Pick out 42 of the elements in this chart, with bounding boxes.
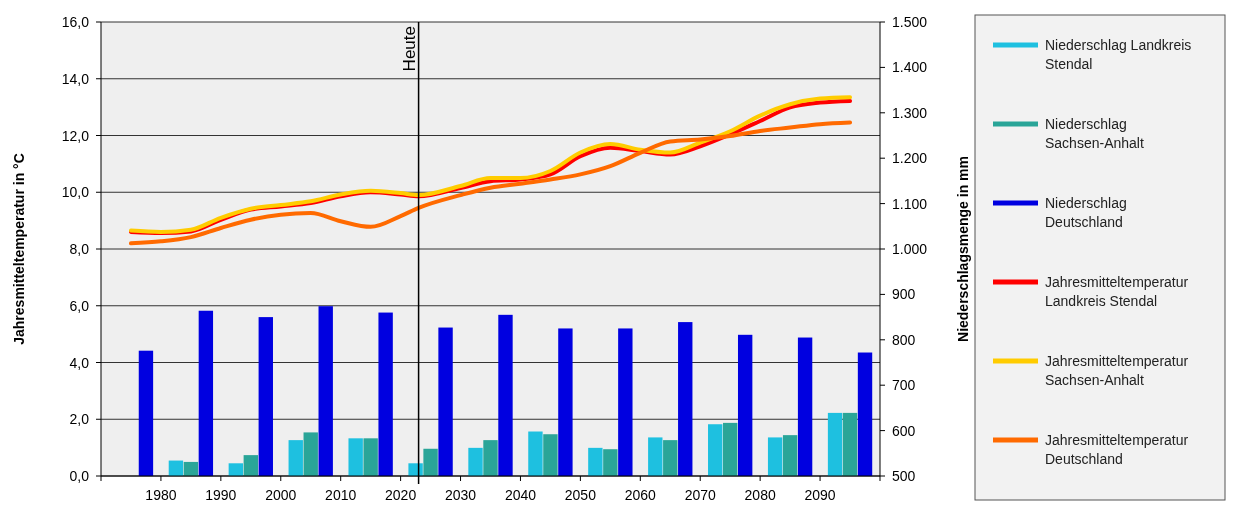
line-series bbox=[128, 120, 853, 246]
y-tick-label: 16,0 bbox=[61, 14, 90, 30]
y2-tick-label: 1.100 bbox=[892, 195, 928, 212]
x-tick-label: 2020 bbox=[385, 487, 417, 503]
y-axis-title: Jahresmitteltemperatur in °C bbox=[11, 153, 27, 345]
ref-line-label: Heute bbox=[399, 26, 419, 72]
y-tick-label: 2,0 bbox=[69, 411, 90, 428]
y2-tick-label: 500 bbox=[892, 468, 916, 484]
legend-label: Niederschlag Landkreis Stendal bbox=[1045, 37, 1192, 72]
x-tick-label: 2040 bbox=[504, 487, 537, 503]
y2-tick-label: 1.300 bbox=[892, 104, 928, 121]
y2-tick-label: 600 bbox=[892, 422, 916, 439]
x-tick-label: 2080 bbox=[744, 487, 776, 503]
y2-tick-label: 1.000 bbox=[892, 241, 928, 257]
x-tick-label: 2070 bbox=[684, 487, 717, 503]
y-tick-label: 4,0 bbox=[69, 354, 90, 371]
legend-label: Jahresmitteltemperatur Sachsen-Anhalt bbox=[1045, 353, 1189, 388]
y2-tick-label: 1.500 bbox=[892, 14, 928, 30]
y-tick-label: 6,0 bbox=[69, 297, 90, 314]
x-tick-label: 2010 bbox=[325, 487, 357, 503]
y2-axis-title: Niederschlagsmenge in mm bbox=[955, 156, 971, 342]
y-tick-label: 8,0 bbox=[69, 241, 90, 257]
y2-tick-label: 900 bbox=[892, 286, 916, 303]
y2-tick-label: 800 bbox=[892, 331, 916, 348]
x-tick-label: 2060 bbox=[624, 487, 657, 503]
x-tick-label: 1990 bbox=[205, 487, 237, 503]
y2-tick-label: 1.200 bbox=[892, 150, 928, 167]
x-tick-label: 2000 bbox=[265, 487, 297, 503]
y-tick-label: 0,0 bbox=[69, 468, 90, 484]
y-tick-label: 10,0 bbox=[61, 184, 90, 201]
legend-label: Niederschlag Sachsen-Anhalt bbox=[1045, 116, 1144, 151]
x-tick-label: 2030 bbox=[444, 487, 477, 503]
x-tick-label: 2090 bbox=[804, 487, 836, 503]
x-tick-label: 2050 bbox=[564, 487, 597, 503]
legend-label: Jahresmitteltemperatur Deutschland bbox=[1045, 432, 1189, 467]
y-tick-label: 14,0 bbox=[61, 70, 90, 87]
y2-tick-label: 1.400 bbox=[892, 59, 928, 76]
legend-label: Niederschlag Deutschland bbox=[1045, 195, 1127, 230]
x-tick-label: 1980 bbox=[145, 487, 177, 503]
legend-label: Jahresmitteltemperatur Landkreis Stendal bbox=[1045, 274, 1189, 309]
y2-tick-label: 700 bbox=[892, 377, 916, 394]
y-tick-label: 12,0 bbox=[61, 127, 90, 144]
